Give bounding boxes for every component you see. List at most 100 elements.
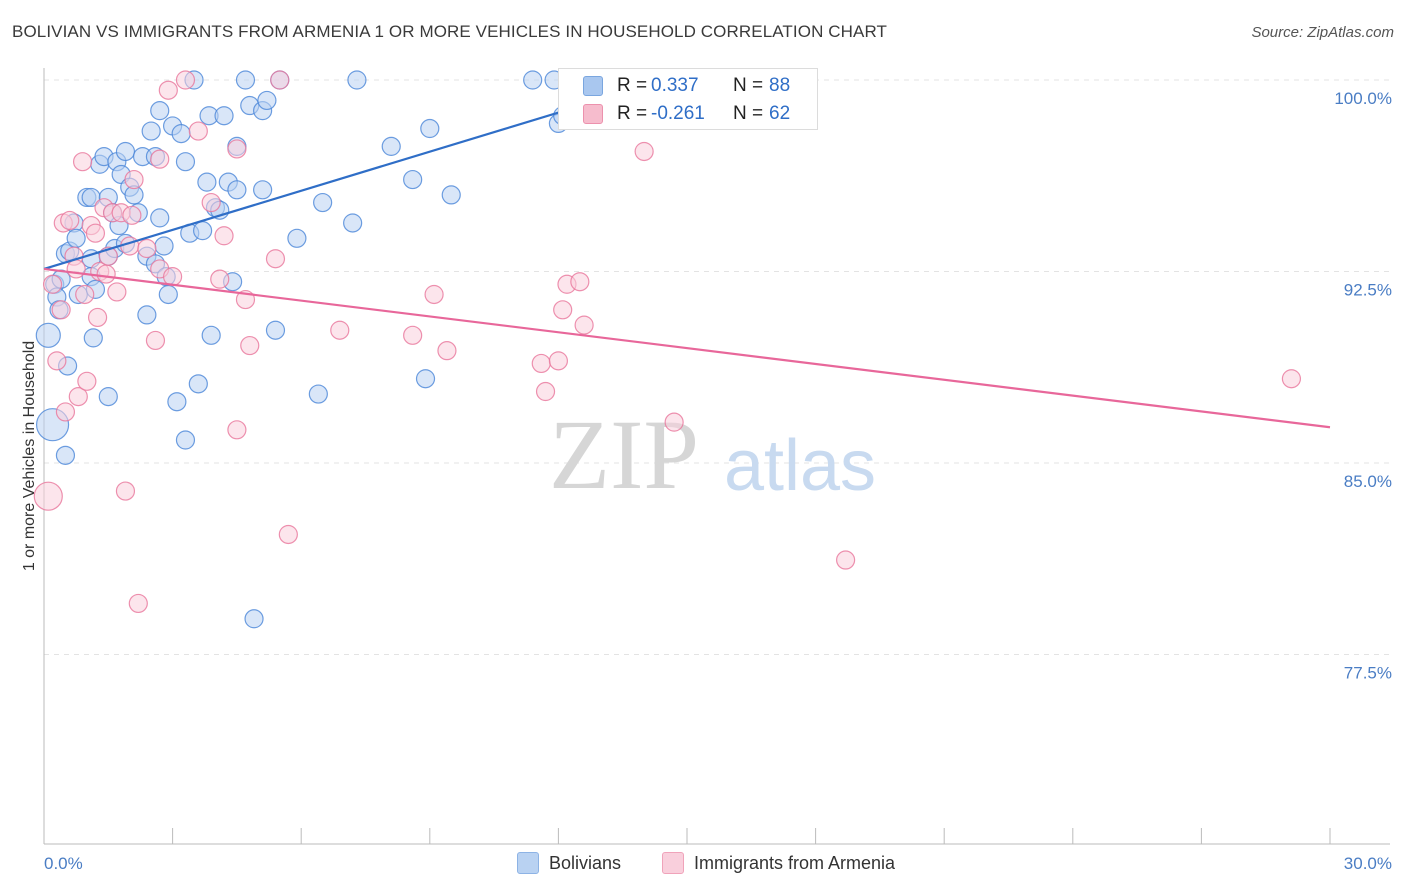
data-point xyxy=(548,351,569,371)
data-point xyxy=(415,369,436,389)
data-point xyxy=(72,152,93,172)
trend-line xyxy=(43,267,1331,429)
data-point xyxy=(235,70,256,90)
data-point xyxy=(210,269,230,289)
legend-item-bolivians[interactable]: Bolivians xyxy=(517,852,621,874)
bolivians-swatch xyxy=(583,76,603,96)
watermark-atlas: atlas xyxy=(724,426,876,506)
r-value: -0.261 xyxy=(651,103,705,124)
data-point xyxy=(175,70,196,90)
data-point xyxy=(122,205,142,225)
data-point xyxy=(141,121,161,141)
data-point xyxy=(420,118,440,139)
data-point xyxy=(257,90,277,111)
data-point xyxy=(240,335,260,356)
r-label: R = xyxy=(617,103,648,124)
data-point xyxy=(313,192,333,213)
data-point xyxy=(66,259,86,279)
data-point xyxy=(343,213,363,233)
axes xyxy=(43,68,1390,845)
data-point xyxy=(33,481,63,511)
y-tick-label: 85.0% xyxy=(1344,472,1392,491)
data-point xyxy=(441,185,461,205)
legend-item-armenia[interactable]: Immigrants from Armenia xyxy=(662,852,895,874)
data-point xyxy=(287,228,307,248)
data-point xyxy=(66,228,86,248)
legend-swatch-armenia xyxy=(662,852,684,874)
data-point xyxy=(330,320,350,340)
data-point xyxy=(137,305,157,325)
data-point xyxy=(120,236,140,256)
data-point xyxy=(171,124,191,144)
data-point xyxy=(664,412,684,432)
legend-label: Immigrants from Armenia xyxy=(694,852,896,873)
data-point xyxy=(836,550,856,570)
data-point xyxy=(96,264,116,284)
y-tick-label: 77.5% xyxy=(1344,664,1392,683)
data-point xyxy=(570,272,590,292)
data-point xyxy=(214,226,234,246)
data-point xyxy=(1281,369,1302,389)
data-point xyxy=(197,172,217,192)
data-point xyxy=(150,149,170,169)
data-point xyxy=(347,70,367,90)
data-point xyxy=(75,284,95,305)
data-point xyxy=(60,210,80,231)
data-point xyxy=(68,387,88,407)
source-label: Source: ZipAtlas.com xyxy=(1251,24,1394,41)
data-point xyxy=(437,341,457,361)
data-point xyxy=(424,284,444,305)
data-point xyxy=(278,524,298,545)
stats-box: R = 0.337 N = 88 R = -0.261 N = 62 xyxy=(558,68,818,130)
data-point xyxy=(270,70,290,90)
n-value: 88 xyxy=(769,75,791,96)
data-point xyxy=(107,282,127,302)
data-point xyxy=(523,70,543,90)
data-point xyxy=(201,325,221,345)
data-point xyxy=(115,481,136,501)
data-point xyxy=(175,152,196,172)
x-tick-label: 0.0% xyxy=(44,854,83,873)
data-point xyxy=(47,351,67,371)
data-point xyxy=(193,221,213,241)
data-point xyxy=(145,330,166,351)
r-value: 0.337 xyxy=(651,75,699,96)
data-point xyxy=(535,381,556,402)
data-point xyxy=(124,169,144,190)
data-point xyxy=(531,353,551,374)
data-point xyxy=(150,101,170,121)
data-point xyxy=(77,371,97,391)
data-point xyxy=(227,420,247,440)
data-point xyxy=(150,208,170,228)
n-label: N = xyxy=(733,75,764,96)
data-point xyxy=(115,141,136,162)
data-point xyxy=(403,325,423,345)
data-point xyxy=(403,169,423,190)
data-point xyxy=(98,387,118,407)
data-point xyxy=(244,609,264,629)
y-tick-label: 100.0% xyxy=(1334,89,1392,108)
data-point xyxy=(308,384,328,404)
legend: Bolivians Immigrants from Armenia xyxy=(0,852,1406,878)
legend-swatch-bolivians xyxy=(517,852,539,874)
data-point xyxy=(188,374,208,394)
trend-lines xyxy=(43,78,1331,429)
data-point xyxy=(574,315,594,335)
data-point xyxy=(265,320,286,340)
armenia-points xyxy=(33,70,1302,614)
data-point xyxy=(55,445,76,465)
data-point xyxy=(381,136,401,156)
data-point xyxy=(214,106,234,126)
data-point xyxy=(137,238,157,259)
chart-title: BOLIVIAN VS IMMIGRANTS FROM ARMENIA 1 OR… xyxy=(12,22,888,41)
data-point xyxy=(227,139,247,159)
x-tick-labels: 0.0% 30.0% xyxy=(44,854,1392,873)
data-point xyxy=(553,300,573,320)
data-point xyxy=(87,307,108,328)
n-value: 62 xyxy=(769,103,791,124)
x-tick-label: 30.0% xyxy=(1344,854,1392,873)
data-point xyxy=(154,236,174,256)
legend-label: Bolivians xyxy=(549,852,622,873)
data-point xyxy=(158,284,178,305)
